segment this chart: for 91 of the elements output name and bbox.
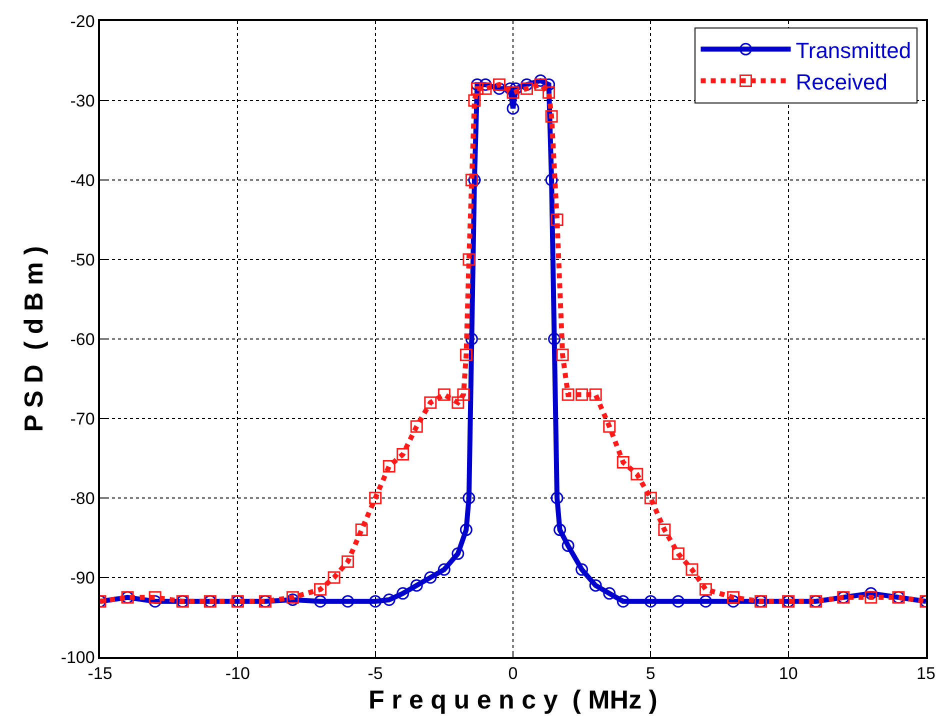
point: [554, 524, 566, 536]
point: [396, 587, 410, 600]
x-tick-label: -10: [225, 664, 250, 684]
point: [286, 594, 299, 606]
x-tick-label: 0: [508, 664, 518, 684]
y-tick-label: -40: [70, 170, 95, 190]
point: [644, 595, 657, 608]
point: [382, 460, 396, 472]
point: [864, 591, 878, 604]
point: [457, 388, 470, 401]
point: [589, 388, 602, 401]
point: [465, 332, 478, 346]
point: [603, 587, 616, 600]
y-tick-label: -80: [70, 488, 95, 508]
point: [576, 563, 588, 576]
point: [342, 595, 354, 608]
point: [542, 78, 556, 91]
y-tick-label: -20: [70, 12, 95, 31]
x-tick-label: -15: [88, 664, 112, 684]
point: [452, 396, 464, 409]
point: [465, 174, 478, 186]
point: [410, 420, 423, 433]
point: [534, 74, 547, 87]
y-tick-label: -50: [70, 250, 95, 270]
point: [462, 253, 476, 266]
legend-label: Received: [796, 69, 888, 94]
point: [562, 539, 574, 552]
point: [630, 468, 644, 480]
point: [355, 524, 368, 536]
point: [550, 492, 564, 504]
point: [314, 595, 327, 608]
point: [286, 591, 299, 604]
point: [699, 595, 712, 608]
legend-label: Transmitted: [796, 38, 912, 63]
y-tick-label: -70: [70, 409, 95, 428]
y-axis-title: P S D ( d B m ): [18, 246, 49, 432]
point: [424, 571, 437, 584]
point: [479, 82, 492, 95]
point: [460, 348, 472, 362]
point: [727, 595, 740, 608]
point: [314, 583, 327, 596]
point: [562, 388, 574, 401]
y-tick-label: -30: [70, 91, 95, 110]
y-tick-label: -60: [70, 330, 95, 349]
point: [342, 555, 354, 568]
point: [550, 214, 564, 226]
point: [556, 348, 569, 362]
point: [382, 594, 396, 606]
point: [438, 388, 450, 401]
point: [534, 78, 547, 91]
point: [369, 492, 382, 504]
point: [520, 78, 534, 91]
point: [424, 396, 437, 409]
point: [468, 94, 481, 107]
x-axis-title: F r e q u e n c y ( MHz ): [368, 684, 658, 714]
point: [369, 595, 382, 608]
point: [589, 579, 602, 592]
point: [470, 82, 484, 95]
point: [658, 524, 671, 536]
point: [672, 595, 684, 608]
point: [616, 595, 630, 608]
point: [699, 583, 712, 596]
point: [452, 547, 464, 560]
point: [410, 579, 423, 592]
point: [520, 82, 534, 95]
point: [506, 86, 520, 99]
point: [545, 110, 558, 123]
x-tick-label: 5: [646, 664, 656, 684]
point: [396, 448, 410, 461]
x-tick-label: 10: [778, 664, 798, 684]
point: [576, 388, 588, 401]
point: [727, 591, 740, 604]
y-tick-label: -100: [60, 648, 95, 667]
point: [438, 563, 450, 576]
point: [616, 456, 630, 468]
point: [506, 102, 520, 115]
x-tick-label: 15: [916, 664, 936, 684]
point: [686, 563, 698, 576]
y-tick-label: -90: [70, 568, 95, 588]
point: [148, 591, 162, 604]
point: [460, 524, 472, 536]
point: [644, 492, 657, 504]
point: [462, 492, 476, 504]
point: [545, 174, 558, 186]
point: [542, 86, 556, 99]
point: [492, 78, 506, 91]
point: [672, 547, 684, 560]
point: [603, 420, 616, 433]
x-tick-label: -5: [368, 664, 383, 684]
point: [328, 571, 340, 584]
point: [548, 332, 561, 346]
